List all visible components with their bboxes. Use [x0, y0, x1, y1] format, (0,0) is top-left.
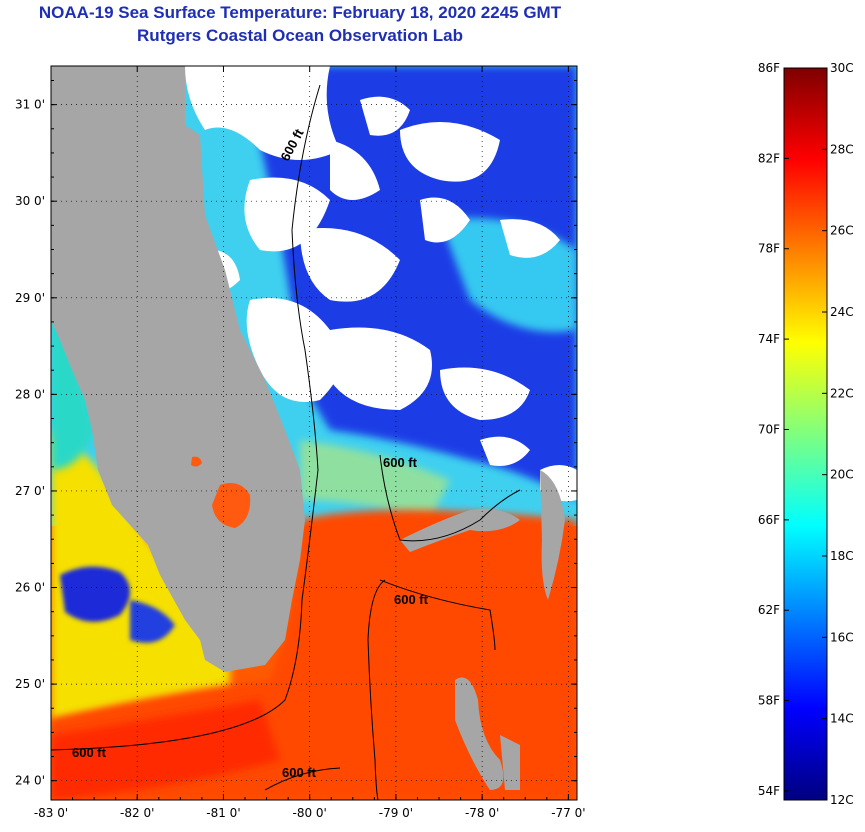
cold-patch — [60, 566, 130, 622]
mixed-water — [300, 440, 450, 520]
bathymetry-contours — [51, 84, 521, 800]
cold-patch — [130, 600, 175, 643]
contour-label: 600 ft — [394, 592, 429, 607]
lon-tick-label: -82 0' — [120, 806, 154, 820]
lon-tick-label: -78 0' — [465, 806, 499, 820]
map-image — [51, 66, 577, 800]
gulf-shelf-water — [51, 430, 230, 720]
lon-tick-label: -77 0' — [551, 806, 585, 820]
inland-lake — [191, 456, 202, 467]
map-subtitle: Rutgers Coastal Ocean Observation Lab — [137, 26, 463, 45]
longitude-axis: -83 0' -82 0' -81 0' -80 0' -79 0' -78 0' -77 … — [34, 66, 586, 820]
lat-tick-label: 29 0' — [15, 291, 45, 305]
lake-okeechobee — [212, 482, 251, 528]
lat-tick-label: 28 0' — [15, 387, 45, 401]
lat-tick-label: 25 0' — [15, 677, 45, 691]
contour-label: 600 ft — [282, 765, 317, 780]
land-andros — [455, 677, 504, 790]
lat-tick-label: 31 0' — [15, 98, 45, 112]
lon-tick-label: -83 0' — [34, 806, 68, 820]
lat-tick-label: 24 0' — [15, 774, 45, 788]
lat-tick-label: 30 0' — [15, 194, 45, 208]
contour-label: 600 ft — [72, 745, 107, 760]
map-frame — [50, 65, 578, 801]
land-island — [500, 735, 520, 790]
lon-tick-label: -81 0' — [206, 806, 240, 820]
lat-tick-label: 26 0' — [15, 581, 45, 595]
contour-label: 600 ft — [383, 455, 418, 470]
lat-tick-label: 27 0' — [15, 484, 45, 498]
keys-warm-water — [51, 700, 280, 800]
map-title: NOAA-19 Sea Surface Temperature: Februar… — [38, 3, 562, 22]
lon-tick-label: -79 0' — [379, 806, 413, 820]
lon-tick-label: -80 0' — [293, 806, 327, 820]
land-abaco — [540, 470, 565, 600]
